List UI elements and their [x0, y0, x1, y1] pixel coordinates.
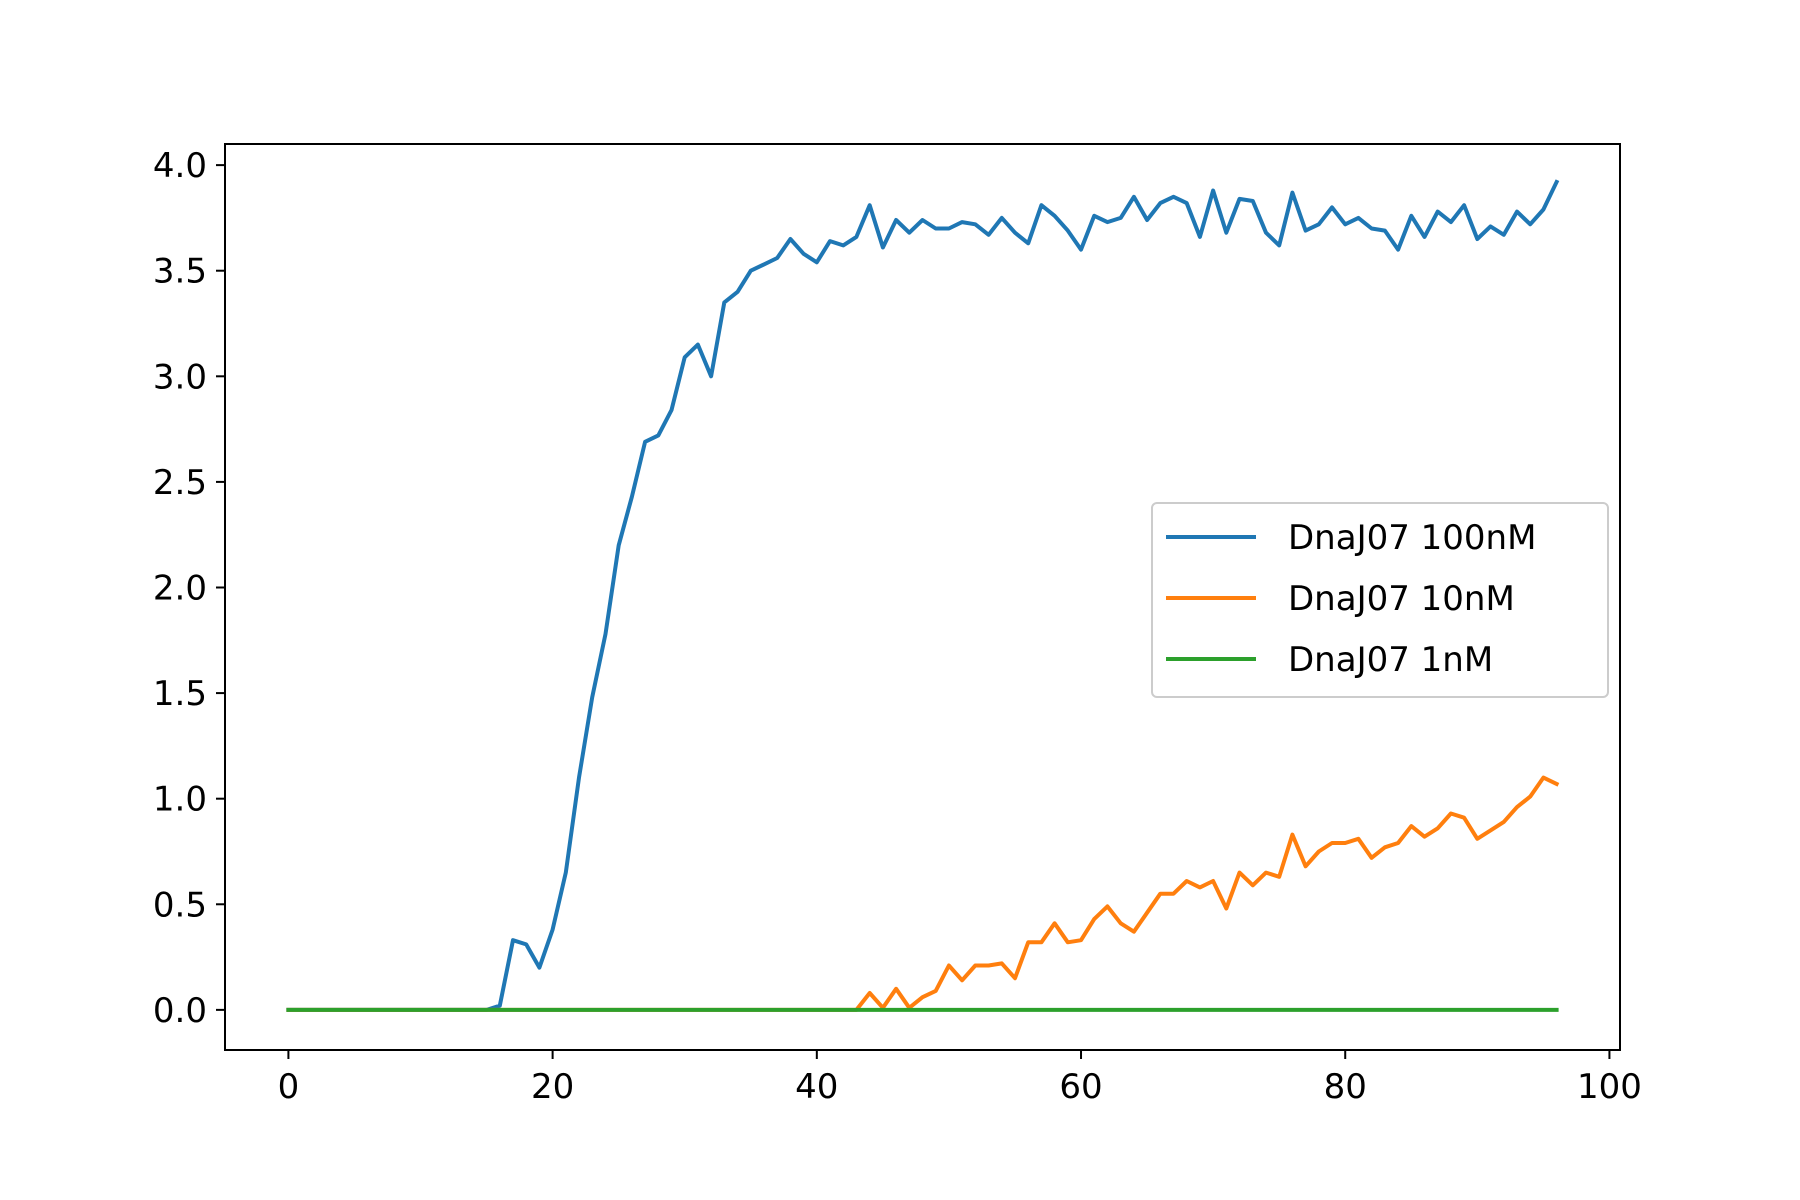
legend-label: DnaJ07 10nM: [1288, 579, 1515, 619]
y-tick-label: 3.5: [153, 252, 207, 292]
x-tick-label: 0: [278, 1067, 300, 1107]
y-tick-label: 3.0: [153, 357, 207, 397]
legend: DnaJ07 100nM DnaJ07 10nM DnaJ07 1nM: [1151, 502, 1609, 698]
y-tick-label: 1.5: [153, 674, 207, 714]
x-tick-label: 40: [795, 1067, 838, 1107]
y-tick-label: 0.5: [153, 885, 207, 925]
y-tick-label: 2.5: [153, 463, 207, 503]
x-axis: 0 20 40 60 80 100: [278, 1050, 1642, 1107]
x-tick-label: 80: [1324, 1067, 1367, 1107]
x-tick-label: 100: [1577, 1067, 1642, 1107]
plot-frame: [224, 143, 1621, 1051]
y-axis: 0.0 0.5 1.0 1.5 2.0 2.5 3.0 3.5 4.0: [153, 146, 225, 1031]
legend-label: DnaJ07 1nM: [1288, 640, 1493, 680]
y-tick-label: 0.0: [153, 991, 207, 1031]
series-line-1: [286, 179, 1560, 1012]
y-tick-label: 4.0: [153, 146, 207, 186]
series-lines: [286, 179, 1560, 1012]
legend-box: [1151, 502, 1609, 698]
x-tick-label: 20: [531, 1067, 574, 1107]
x-tick-label: 60: [1059, 1067, 1102, 1107]
y-tick-label: 2.0: [153, 568, 207, 608]
legend-label: DnaJ07 100nM: [1288, 518, 1536, 558]
y-tick-label: 1.0: [153, 780, 207, 820]
